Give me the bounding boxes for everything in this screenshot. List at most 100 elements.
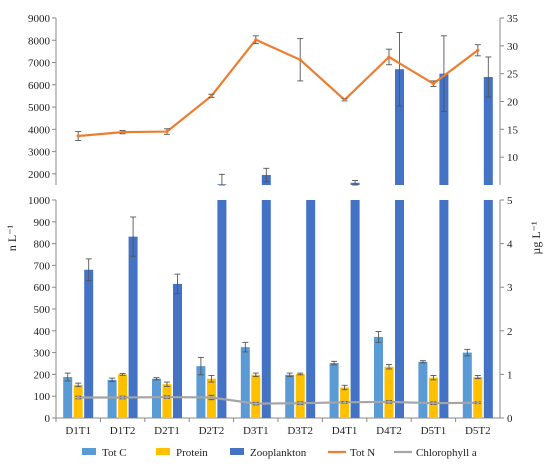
left-lower-tick-label: 100 <box>34 391 51 403</box>
left-lower-tick-label: 500 <box>34 304 51 316</box>
left-upper-tick-label: 7000 <box>28 58 51 70</box>
left-lower-tick-label: 0 <box>45 413 51 425</box>
x-tick-label: D2T2 <box>199 425 225 437</box>
x-tick-label: D1T1 <box>65 425 91 437</box>
bar-tot-c <box>462 352 472 418</box>
line-chlorophyll-a-point <box>165 395 169 399</box>
left-upper-tick-label: 2000 <box>28 169 51 181</box>
bar-protein <box>251 374 261 418</box>
bar-zooplankton <box>395 200 404 418</box>
bar-zooplankton <box>217 200 227 418</box>
line-tot-n-point <box>165 129 169 134</box>
legend: Tot C Protein Zooplankton Tot N Chlorophyll … <box>82 447 477 459</box>
line-tot-n-point <box>254 38 258 42</box>
bar-zooplankton-upper <box>483 77 493 185</box>
left-upper-tick-label: 9000 <box>28 13 51 25</box>
bar-protein <box>73 384 83 418</box>
right-axis-label: µg L⁻¹ <box>529 221 543 255</box>
bar-tot-c <box>329 363 339 418</box>
bar-zooplankton <box>173 283 182 418</box>
x-tick-label: D2T1 <box>154 425 180 437</box>
line-chlorophyll-a-point <box>209 395 213 400</box>
bar-zooplankton <box>306 200 316 418</box>
bar-marks <box>63 32 493 418</box>
line-chlorophyll-a-point <box>298 401 302 405</box>
line-tot-n <box>78 38 479 138</box>
bar-zooplankton-upper <box>439 73 449 185</box>
line-chlorophyll-a-point <box>431 401 435 405</box>
right-lower-tick-label: 1 <box>507 369 513 381</box>
right-upper-tick-label: 20 <box>507 97 519 109</box>
line-chlorophyll-a-point <box>76 395 80 400</box>
x-tick-label: D5T2 <box>465 425 491 437</box>
x-tick-label: D5T1 <box>421 425 447 437</box>
x-tick-label: D1T2 <box>110 425 136 437</box>
legend-protein-swatch <box>156 448 170 455</box>
bar-tot-c <box>285 374 295 418</box>
line-tot-n-point <box>76 134 80 138</box>
line-tot-n-point <box>387 55 391 59</box>
x-tick-label: D3T2 <box>287 425 313 437</box>
legend-chlorophyll-a-label: Chlorophyll a <box>416 447 477 459</box>
left-upper-tick-label: 8000 <box>28 35 51 47</box>
x-tick-label: D3T1 <box>243 425 269 437</box>
right-upper-tick-label: 10 <box>507 152 519 164</box>
bar-tot-c <box>240 347 250 418</box>
bar-tot-c <box>63 377 73 418</box>
line-chlorophyll-a-point <box>121 395 125 400</box>
bar-tot-c <box>107 379 117 418</box>
line-tot-n-point <box>476 48 480 52</box>
left-upper-tick-label: 4000 <box>28 124 51 136</box>
right-lower-tick-label: 0 <box>507 413 513 425</box>
bar-protein <box>162 384 172 418</box>
left-lower-tick-label: 400 <box>34 326 51 338</box>
left-upper-tick-label: 6000 <box>28 80 51 92</box>
bar-zooplankton <box>350 200 360 418</box>
bar-tot-c <box>418 361 428 418</box>
bar-tot-c <box>196 366 206 418</box>
right-upper-tick-label: 15 <box>507 124 519 136</box>
right-lower-tick-label: 2 <box>507 326 513 338</box>
line-marks <box>75 35 481 406</box>
right-lower-tick-label: 3 <box>507 282 513 294</box>
legend-zooplankton-label: Zooplankton <box>250 447 307 459</box>
bar-tot-c <box>152 378 161 418</box>
left-axis-label: n L⁻¹ <box>5 224 19 251</box>
bar-zooplankton <box>84 269 94 418</box>
left-lower-tick-label: 700 <box>34 260 51 272</box>
line-chlorophyll-a <box>78 395 478 405</box>
left-lower-tick-label: 800 <box>34 239 51 251</box>
bar-protein <box>473 377 483 418</box>
left-lower-tick-label: 900 <box>34 217 51 229</box>
left-upper-tick-label: 5000 <box>28 102 51 114</box>
line-chlorophyll-a-point <box>254 402 258 406</box>
bar-zooplankton <box>439 200 449 418</box>
line-chlorophyll-a-point <box>476 401 480 405</box>
right-upper-tick-label: 30 <box>507 41 519 53</box>
right-upper-tick-label: 35 <box>507 13 519 25</box>
right-lower-tick-label: 4 <box>507 239 513 251</box>
left-lower-tick-label: 200 <box>34 369 51 381</box>
bar-zooplankton-upper <box>395 69 404 185</box>
legend-zooplankton-swatch <box>230 448 244 455</box>
bar-tot-c <box>374 336 383 418</box>
line-tot-n-point <box>298 58 302 62</box>
legend-tot-c-label: Tot C <box>102 447 127 459</box>
right-upper-tick-label: 25 <box>507 69 519 81</box>
bar-zooplankton <box>261 200 271 418</box>
left-lower-tick-label: 300 <box>34 348 51 360</box>
bar-protein <box>428 377 438 418</box>
bar-zooplankton <box>128 236 138 418</box>
x-tick-label: D4T1 <box>332 425 358 437</box>
left-upper-tick-label: 3000 <box>28 147 51 159</box>
line-chlorophyll-a-point <box>343 400 347 404</box>
left-lower-tick-label: 1000 <box>28 195 51 207</box>
bar-protein <box>295 373 305 418</box>
bar-zooplankton <box>483 200 493 418</box>
left-lower-tick-label: 600 <box>34 282 51 294</box>
line-tot-n-point <box>209 94 213 98</box>
upper-panel <box>55 18 501 185</box>
legend-protein-label: Protein <box>176 447 208 459</box>
legend-tot-n-label: Tot N <box>350 447 375 459</box>
